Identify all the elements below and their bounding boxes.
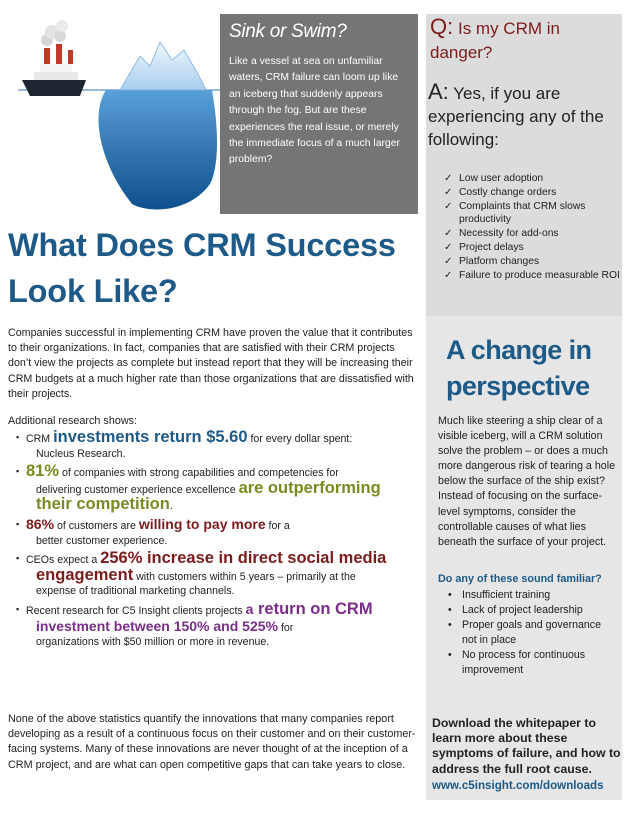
checkmark-icon: ✓ (444, 255, 453, 267)
highlight-text: investment between 150% and 525% (36, 617, 278, 634)
checklist-item: ✓ Low user adoption (444, 173, 544, 184)
checkmark-icon: ✓ (444, 200, 453, 212)
checklist-item: ✓ Complaints that CRM slows productivity (444, 200, 586, 226)
sink-or-swim-title: Sink or Swim? (229, 21, 347, 42)
stat-item-return: Recent research for C5 Insight clients p… (16, 599, 420, 650)
stat-item-86: 86% of customers are willing to pay more… (16, 517, 420, 548)
stat-item-roi: CRM investments return $5.60 for every d… (16, 428, 420, 461)
checklist-item: ✓ Costly change orders (444, 186, 557, 198)
intro-paragraph: Companies successful in implementing CRM… (8, 327, 414, 400)
checklist-item: ✓ Platform changes (444, 255, 540, 267)
right-column-bottom-panel (426, 316, 622, 800)
question-text: Is my CRM in danger? (430, 19, 560, 62)
sink-or-swim-panel: Sink or Swim? Like a vessel at sea on un… (220, 14, 418, 214)
checklist-item: ✓ Project delays (444, 241, 524, 253)
list-item: Proper goals and governance not in place (448, 618, 618, 648)
checkmark-icon: ✓ (444, 186, 453, 198)
highlight-text: 86% (26, 515, 55, 532)
iceberg-tip-shape (119, 41, 207, 91)
statistics-list: CRM investments return $5.60 for every d… (16, 428, 420, 653)
highlight-text: 256% increase in direct social media (100, 549, 387, 568)
download-cta-text: Download the whitepaper to learn more ab… (432, 716, 621, 776)
stat-item-81: 81% of companies with strong capabilitie… (16, 462, 420, 514)
answer-letter: A: (428, 79, 449, 104)
familiar-heading: Do any of these sound familiar? (438, 573, 602, 585)
highlight-text: return on CRM (253, 599, 373, 618)
checklist-item: ✓ Failure to produce measurable ROI (444, 269, 620, 281)
sink-or-swim-text: Like a vessel at sea on unfamiliar water… (229, 56, 400, 166)
list-item: No process for continuous improvement (448, 648, 618, 678)
change-perspective-text: Much like steering a ship clear of a vis… (438, 415, 616, 548)
highlight-text: engagement (36, 565, 134, 584)
checkmark-icon: ✓ (444, 269, 453, 281)
underwater-iceberg-shape (98, 90, 217, 210)
familiar-list: Insufficient training Lack of project le… (448, 588, 618, 678)
highlight-text: willing to pay more (138, 515, 266, 532)
question-block: Q: Is my CRM in danger? (430, 15, 620, 65)
closing-paragraph: None of the above statistics quantify th… (8, 713, 416, 771)
question-letter: Q: (430, 14, 454, 39)
stat-item-256: CEOs expect a 256% increase in direct so… (16, 549, 420, 599)
checkmark-icon: ✓ (444, 241, 453, 253)
list-item: Insufficient training (448, 588, 618, 603)
list-item: Lack of project leadership (448, 603, 618, 618)
answer-text: Yes, if you are experiencing any of the … (428, 84, 604, 149)
checkmark-icon: ✓ (444, 228, 453, 240)
checkmark-icon: ✓ (444, 173, 453, 184)
ship-icon (22, 20, 86, 96)
symptom-checklist: ✓ Low user adoption ✓ Costly change orders… (444, 172, 622, 282)
page-title: What Does CRM Success Look Like? (8, 227, 396, 309)
highlight-text: 81% (26, 462, 60, 481)
answer-block: A: Yes, if you are experiencing any of t… (428, 80, 624, 151)
change-perspective-title: A change in perspective (446, 335, 592, 401)
highlight-text: investments return $5.60 (53, 428, 248, 446)
iceberg-ship-illustration (0, 14, 220, 214)
additional-research-label: Additional research shows: (8, 415, 138, 427)
highlight-text: are outperforming (238, 478, 381, 497)
highlight-text: their competition (36, 495, 170, 514)
checklist-item: ✓ Necessity for add-ons (444, 228, 559, 240)
download-link[interactable]: www.c5insight.com/downloads (432, 779, 604, 792)
